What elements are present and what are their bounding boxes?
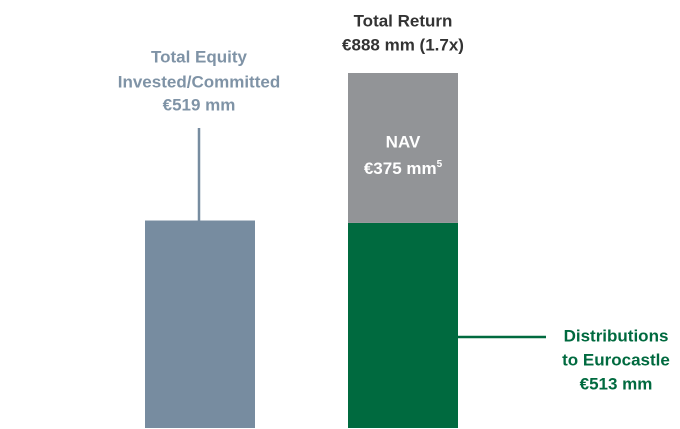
segment-label: to Eurocastle — [562, 350, 670, 369]
footnote: 5 — [437, 159, 443, 170]
segment-label: €513 mm — [580, 374, 653, 393]
bar-segment — [145, 220, 255, 428]
labels: Total Equity Invested/Committed €519 mm … — [118, 11, 670, 393]
bar-segment — [348, 73, 458, 223]
bar-label: €888 mm (1.7x) — [342, 35, 464, 54]
bar-label: Total Return — [354, 11, 453, 30]
segment-label: €375 mm5 — [364, 159, 443, 179]
bar-label: Invested/Committed — [118, 72, 280, 91]
segment-label: Distributions — [564, 326, 669, 345]
segment-label: NAV — [386, 132, 421, 151]
segment-value: €375 mm — [364, 159, 437, 178]
bar-segment — [348, 222, 458, 428]
bar-label: Total Equity — [151, 47, 248, 66]
bar-label: €519 mm — [163, 95, 236, 114]
